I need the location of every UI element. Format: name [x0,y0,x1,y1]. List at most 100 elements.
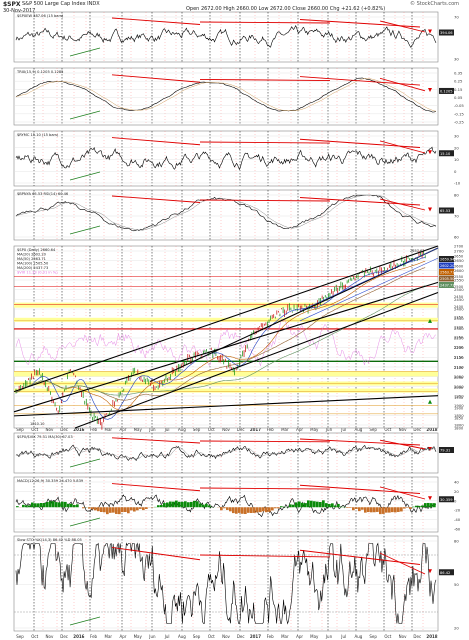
x-tick-bottom-12: Sep [193,634,201,639]
macd-hist-133 [415,505,418,508]
trendline-macd-3 [379,486,426,500]
macd-hist-36 [124,507,127,512]
macd-hist-98 [310,500,313,508]
macd-hist-53 [175,500,178,508]
macd-hist-82 [262,507,265,512]
macd-hist-19 [73,505,76,508]
y-tick-macd-4: -40 [454,517,461,522]
macd-hist-3 [25,505,28,508]
macd-hist-26 [94,507,97,511]
macd-hist-117 [367,507,370,513]
macd-hist-31 [109,507,112,513]
macd-hist-77 [247,507,250,513]
macd-hist-110 [346,507,349,508]
down-arrow-breadth [428,207,432,212]
up-arrow-0 [428,318,432,323]
x-tick-top-9: Jun [148,427,156,432]
x-tick-top-4: 2016 [73,427,84,432]
macd-hist-134 [418,505,421,508]
macd-hist-97 [307,500,310,508]
panel-frame-ratio [13,432,439,474]
x-tick-top-1: Oct [31,427,38,432]
macd-hist-17 [67,503,70,508]
legend-macd-0: MACD(12,26,9) 30.359 24.470 5.839 [17,479,84,483]
macd-hist-22 [82,507,85,509]
macd-hist-25 [91,507,94,510]
x-tick-top-27: Dec [413,427,421,432]
y-tick-trix-5: -0.15 [454,111,464,116]
signal-line-ratio [15,447,437,459]
price-y-tick-9: 2250 [454,336,464,340]
y-tick-price-18: 1800 [454,423,464,428]
x-tick-top-24: Sep [369,427,377,432]
y-tick-price-3: 2550 [454,278,464,283]
x-tick-bottom-13: Oct [208,634,215,639]
y-tick-stoch-2: 20 [454,626,459,631]
macd-hist-78 [250,507,253,514]
signal-line-trix [15,78,437,112]
green-line-trix [69,110,101,120]
channel-line-0 [13,245,439,393]
macd-hist-62 [202,504,205,508]
price-y-tick-14: 2000 [454,386,464,390]
x-tick-top-25: Oct [384,427,391,432]
trendline-ratio-3 [379,439,426,450]
series-line-ratio [15,444,437,461]
trendline-breadth-3 [379,198,426,211]
macd-hist-56 [184,501,187,508]
macd-hist-85 [271,507,274,511]
signal-line-breadth [15,194,437,231]
x-tick-bottom-7: Apr [120,634,127,639]
y-tick-trix-3: 0.05 [454,95,463,100]
macd-hist-61 [199,503,202,508]
x-tick-bottom-16: 2017 [250,634,261,639]
macd-hist-43 [145,507,148,509]
channel-line-3 [13,395,439,417]
badge-bg-kst [439,150,454,157]
annotation-high: 2657.63 [410,249,424,253]
macd-hist-132 [412,506,415,508]
trendline-macd-1 [199,487,331,490]
macd-hist-139 [433,503,436,508]
x-tick-bottom-25: Oct [384,634,391,639]
x-tick-bottom-6: Mar [105,634,113,639]
x-tick-bottom-23: Aug [355,634,363,639]
macd-hist-64 [208,505,211,508]
y-tick-price-13: 2050 [454,374,464,379]
x-tick-bottom-9: Jun [148,634,156,639]
badge-breadth: 65.53 [440,209,450,213]
x-tick-bottom-1: Oct [31,634,38,639]
y-tick-price-9: 2250 [454,336,464,341]
y-tick-price-11: 2150 [454,355,464,360]
macd-hist-125 [391,507,394,513]
y-tick-stoch-0: 80 [454,539,459,544]
x-tick-top-17: Feb [267,427,275,432]
badge-bg-spx-rsi-top [439,29,454,36]
macd-hist-111 [349,507,352,508]
macd-hist-123 [385,507,388,513]
y-tick-price-16: 1900 [454,403,464,408]
panel-frame-macd [13,476,439,533]
macd-hist-42 [142,507,145,511]
down-arrow-spx-rsi-top [428,29,432,34]
macd-hist-118 [370,507,373,513]
macd-hist-20 [76,504,79,508]
trendline-spx-rsi-top-3 [379,20,426,33]
legend-price-2: MA(50) 2563.71 [17,257,46,261]
macd-hist-60 [196,501,199,508]
x-tick-bottom-19: Apr [296,634,303,639]
price-badge-bg-0 [439,256,454,262]
price-y-tick-18: 1800 [454,427,464,431]
macd-hist-107 [337,503,340,508]
channel-line-2 [74,291,439,429]
macd-hist-101 [319,501,322,508]
green-line-spx-rsi-top [69,47,101,57]
x-tick-bottom-24: Sep [369,634,377,639]
x-tick-bottom-10: Jul [164,634,170,639]
macd-hist-104 [328,503,331,508]
price-badge-4: 2437.73 [440,284,454,288]
macd-hist-6 [34,503,37,508]
vix-line [15,318,437,367]
y-tick-trix-0: 0.35 [454,71,463,76]
legend-kst-0: $RYMC 15.10 (15 bars) [17,133,59,137]
